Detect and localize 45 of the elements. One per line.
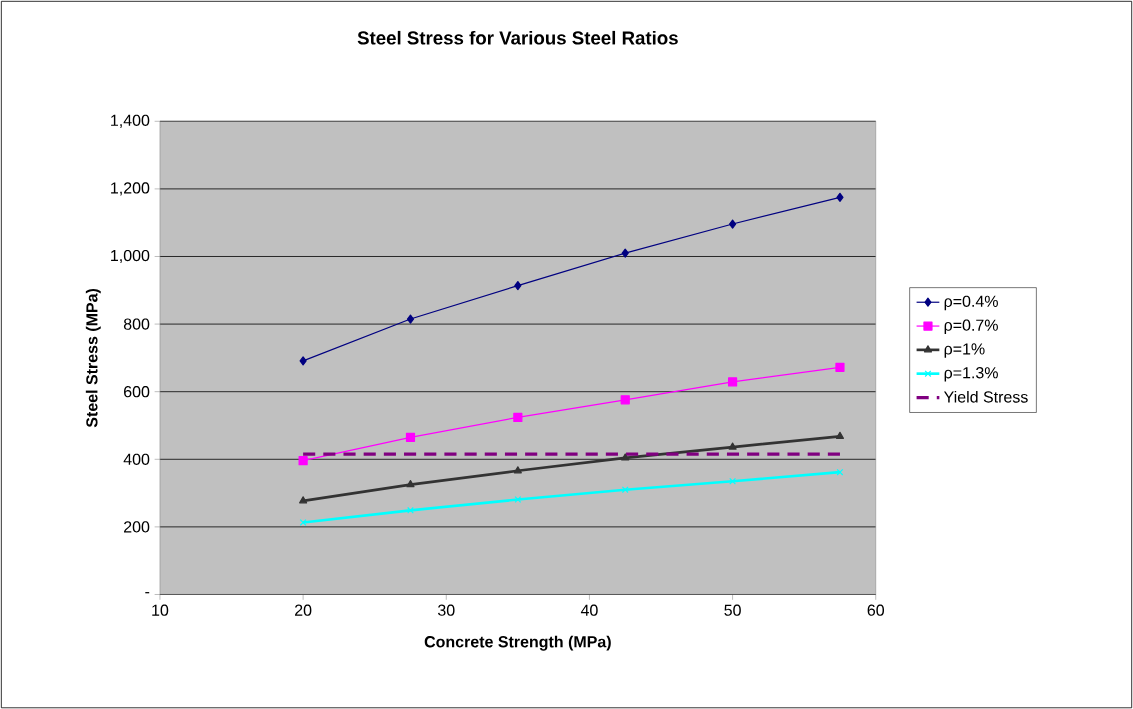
point	[513, 412, 523, 422]
x-tick-label: 20	[295, 604, 312, 616]
point	[835, 362, 845, 372]
x-tick-label: 50	[724, 604, 741, 616]
y-tick-label: 1,200	[111, 182, 150, 196]
y-tick-label: 1,400	[111, 114, 150, 128]
point	[836, 192, 844, 202]
y-axis-title: Steel Stress (MPa)	[85, 288, 101, 428]
x-axis-title: Concrete Strength (MPa)	[424, 635, 611, 651]
chart-title: Steel Stress for Various Steel Ratios	[357, 30, 678, 45]
point	[299, 356, 307, 366]
point	[728, 442, 737, 450]
point	[406, 479, 415, 488]
point	[407, 506, 414, 514]
y-tick-label: 800	[123, 318, 150, 330]
y-tick-label: 1,000	[111, 249, 150, 264]
x-tick-label: 10	[152, 604, 169, 616]
x-tick-label: 60	[867, 604, 885, 616]
point	[621, 486, 629, 494]
y-tick-label: 200	[124, 521, 150, 533]
y-tick-label: 400	[123, 453, 150, 465]
point	[514, 496, 522, 503]
point	[299, 519, 307, 526]
point	[835, 431, 845, 439]
legend-label: Yield Stress	[943, 390, 1028, 403]
point	[406, 314, 415, 324]
point	[729, 477, 737, 485]
point	[299, 496, 308, 504]
point	[727, 377, 738, 387]
x-tick-label: 30	[437, 604, 455, 616]
y-tick-label: -	[145, 591, 150, 594]
x-tick-label: 40	[580, 604, 598, 616]
point	[621, 248, 629, 258]
legend-label: ρ=0.7%	[944, 319, 998, 334]
point	[405, 432, 416, 442]
point	[514, 280, 522, 291]
point	[298, 455, 308, 466]
point	[621, 453, 630, 461]
y-tick-label: 600	[124, 385, 150, 398]
legend-label: ρ=0.4%	[944, 295, 998, 311]
point	[513, 466, 522, 474]
legend-label: ρ=1.3%	[944, 367, 998, 382]
point	[728, 219, 737, 229]
legend-label: ρ=1%	[944, 343, 985, 358]
point	[620, 395, 630, 405]
